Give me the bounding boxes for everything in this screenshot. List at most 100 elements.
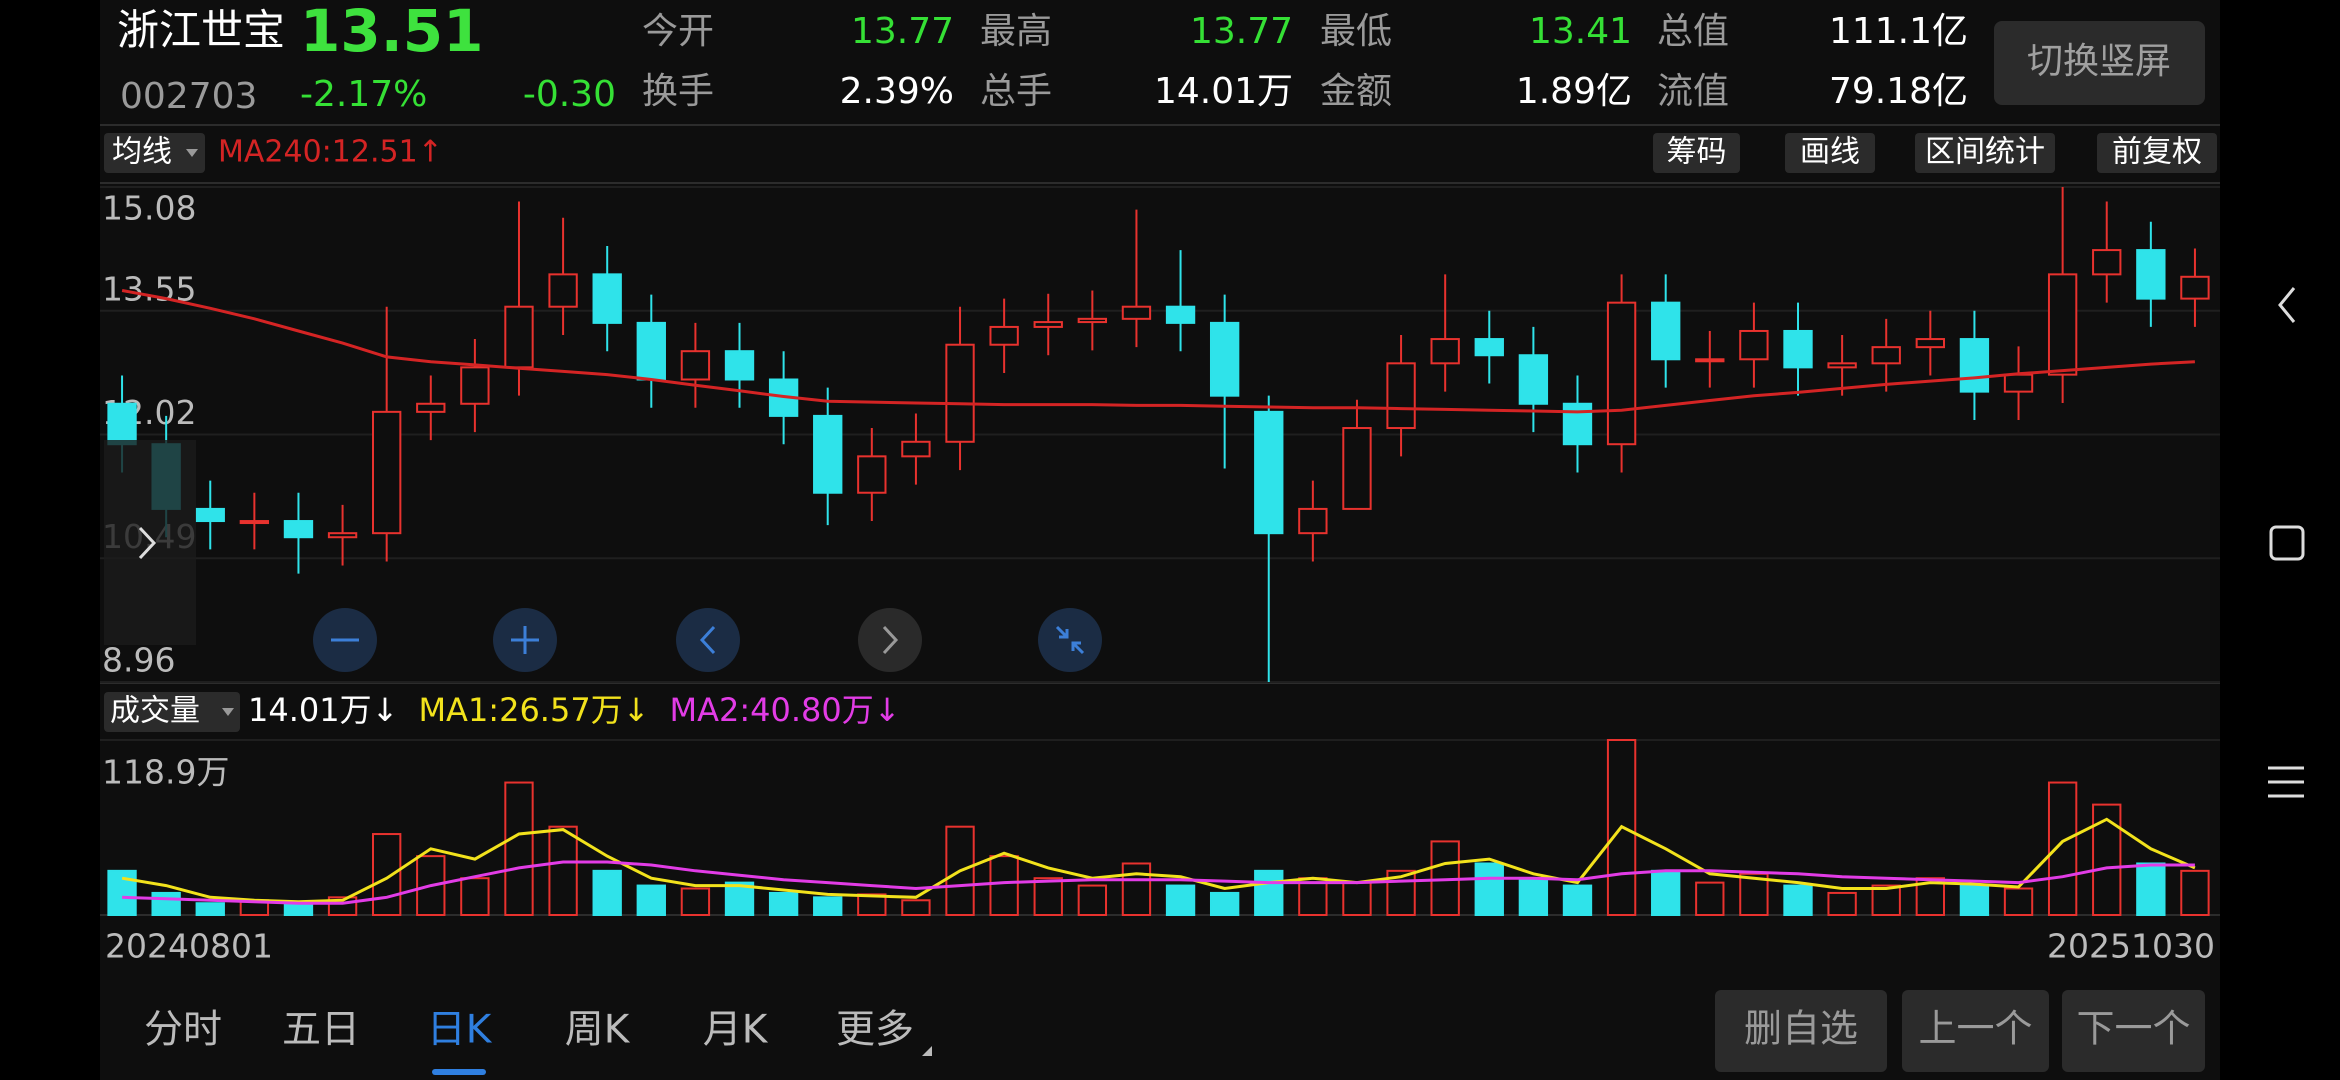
change: -0.30: [523, 74, 616, 115]
scroll-left-button[interactable]: [676, 608, 740, 672]
candle-body: [1033, 321, 1063, 328]
toolbar-button-label: 画线: [1800, 135, 1860, 170]
dropdown-icon: [222, 708, 234, 716]
action-button[interactable]: [2062, 990, 2205, 1072]
indicator-select[interactable]: [104, 692, 240, 732]
field-label: 流值: [1657, 71, 1729, 112]
volume-bar: [1033, 877, 1063, 916]
candle-body: [1739, 329, 1769, 361]
candle-body: [945, 343, 975, 443]
candle-body: [1695, 358, 1725, 363]
toolbar-button[interactable]: [2097, 133, 2217, 173]
candle-body: [372, 410, 402, 535]
start-date: 20240801: [105, 927, 273, 966]
candle-body: [857, 455, 887, 494]
volume-bar: [857, 893, 887, 917]
toolbar-button[interactable]: [1653, 133, 1740, 173]
candle-body: [1562, 402, 1593, 446]
volume-bar: [1474, 862, 1504, 917]
volume-bar: [1254, 869, 1284, 917]
field-value: 111.1亿: [1829, 11, 1968, 52]
volume-bar: [592, 869, 622, 917]
period-tab[interactable]: 分时: [144, 1008, 222, 1053]
volume-bar: [107, 869, 137, 917]
reset-button[interactable]: [1038, 608, 1102, 672]
period-tab[interactable]: 月K: [703, 1008, 769, 1053]
candle-body: [2180, 275, 2210, 300]
volume-bar: [768, 891, 799, 916]
action-button[interactable]: [1715, 990, 1887, 1072]
volume-bar: [460, 877, 490, 916]
volume-bar: [1165, 884, 1196, 916]
field-label: 换手: [642, 71, 714, 112]
candle-body: [592, 273, 622, 324]
ma-select[interactable]: [104, 133, 205, 173]
expand-icon: [138, 526, 157, 560]
period-tab[interactable]: 日K: [427, 1008, 493, 1053]
volume-bar: [636, 884, 666, 916]
change-pct: -2.17%: [300, 74, 427, 115]
volume-bar: [195, 902, 225, 917]
volume-bar: [1342, 881, 1372, 917]
y-tick-label: 15.08: [102, 189, 196, 228]
indicator-select-label: 成交量: [110, 694, 200, 729]
left-icon: [699, 625, 716, 655]
period-tab[interactable]: 五日: [282, 1008, 360, 1053]
right-icon: [882, 625, 899, 655]
candle-body: [1430, 338, 1460, 365]
candle-body: [989, 325, 1019, 346]
volume-bar: [2092, 803, 2122, 916]
candle-body: [1827, 362, 1857, 369]
candle-body: [195, 507, 225, 523]
volume-bar: [2047, 781, 2078, 917]
action-button-label: 删自选: [1744, 1007, 1858, 1051]
candle-body: [239, 520, 270, 525]
field-value: 13.77: [851, 11, 954, 52]
action-button-label: 上一个: [1918, 1007, 2032, 1051]
stock-code: 002703: [120, 76, 257, 117]
toolbar-button[interactable]: [1915, 133, 2055, 173]
volume-bar: [504, 781, 534, 917]
candle-body: [1254, 410, 1284, 535]
candle-body: [1474, 338, 1504, 357]
scroll-right-button[interactable]: [858, 608, 922, 672]
period-tab[interactable]: 周K: [565, 1008, 631, 1053]
stock-price: 13.51: [300, 0, 483, 65]
volume-bar: [1827, 891, 1857, 916]
action-button[interactable]: [1902, 990, 2049, 1072]
candle-body: [1959, 338, 1990, 393]
nav-recents[interactable]: [2268, 766, 2304, 798]
volume-bar: [901, 899, 931, 916]
candle-body: [504, 305, 534, 369]
end-date: 20251030: [2047, 927, 2215, 966]
volume-bar: [680, 887, 711, 916]
orientation-button-label: 切换竖屏: [2027, 41, 2171, 82]
volume-bar: [1695, 881, 1725, 917]
volume-bar: [1077, 884, 1108, 916]
candle-body: [1342, 427, 1372, 510]
indicator-readout: MA1:26.57万↓: [418, 691, 649, 729]
nav-home[interactable]: [2269, 525, 2305, 561]
candle-body: [327, 532, 358, 539]
volume-bar: [548, 825, 578, 916]
field-label: 最高: [980, 11, 1052, 52]
candle-body: [107, 402, 137, 446]
toolbar-button[interactable]: [1785, 133, 1875, 173]
indicator-readout: MA2:40.80万↓: [670, 691, 901, 729]
volume-bar: [2136, 862, 2166, 917]
volume-bar: [2003, 887, 2034, 916]
candle-body: [1783, 329, 1813, 369]
volume-bar: [151, 891, 181, 916]
toolbar-button-label: 前复权: [2112, 135, 2202, 170]
field-label: 总手: [980, 71, 1052, 112]
period-tab[interactable]: 更多: [836, 1008, 914, 1053]
candle-body: [636, 321, 666, 381]
side-panel-toggle[interactable]: [104, 440, 196, 645]
field-label: 金额: [1320, 71, 1392, 112]
candle-body: [1606, 301, 1637, 446]
nav-back[interactable]: [2278, 287, 2296, 323]
volume-bar: [1783, 884, 1813, 916]
candle-body: [724, 350, 755, 381]
volume-bar: [1871, 884, 1901, 916]
orientation-button[interactable]: [1994, 21, 2205, 105]
